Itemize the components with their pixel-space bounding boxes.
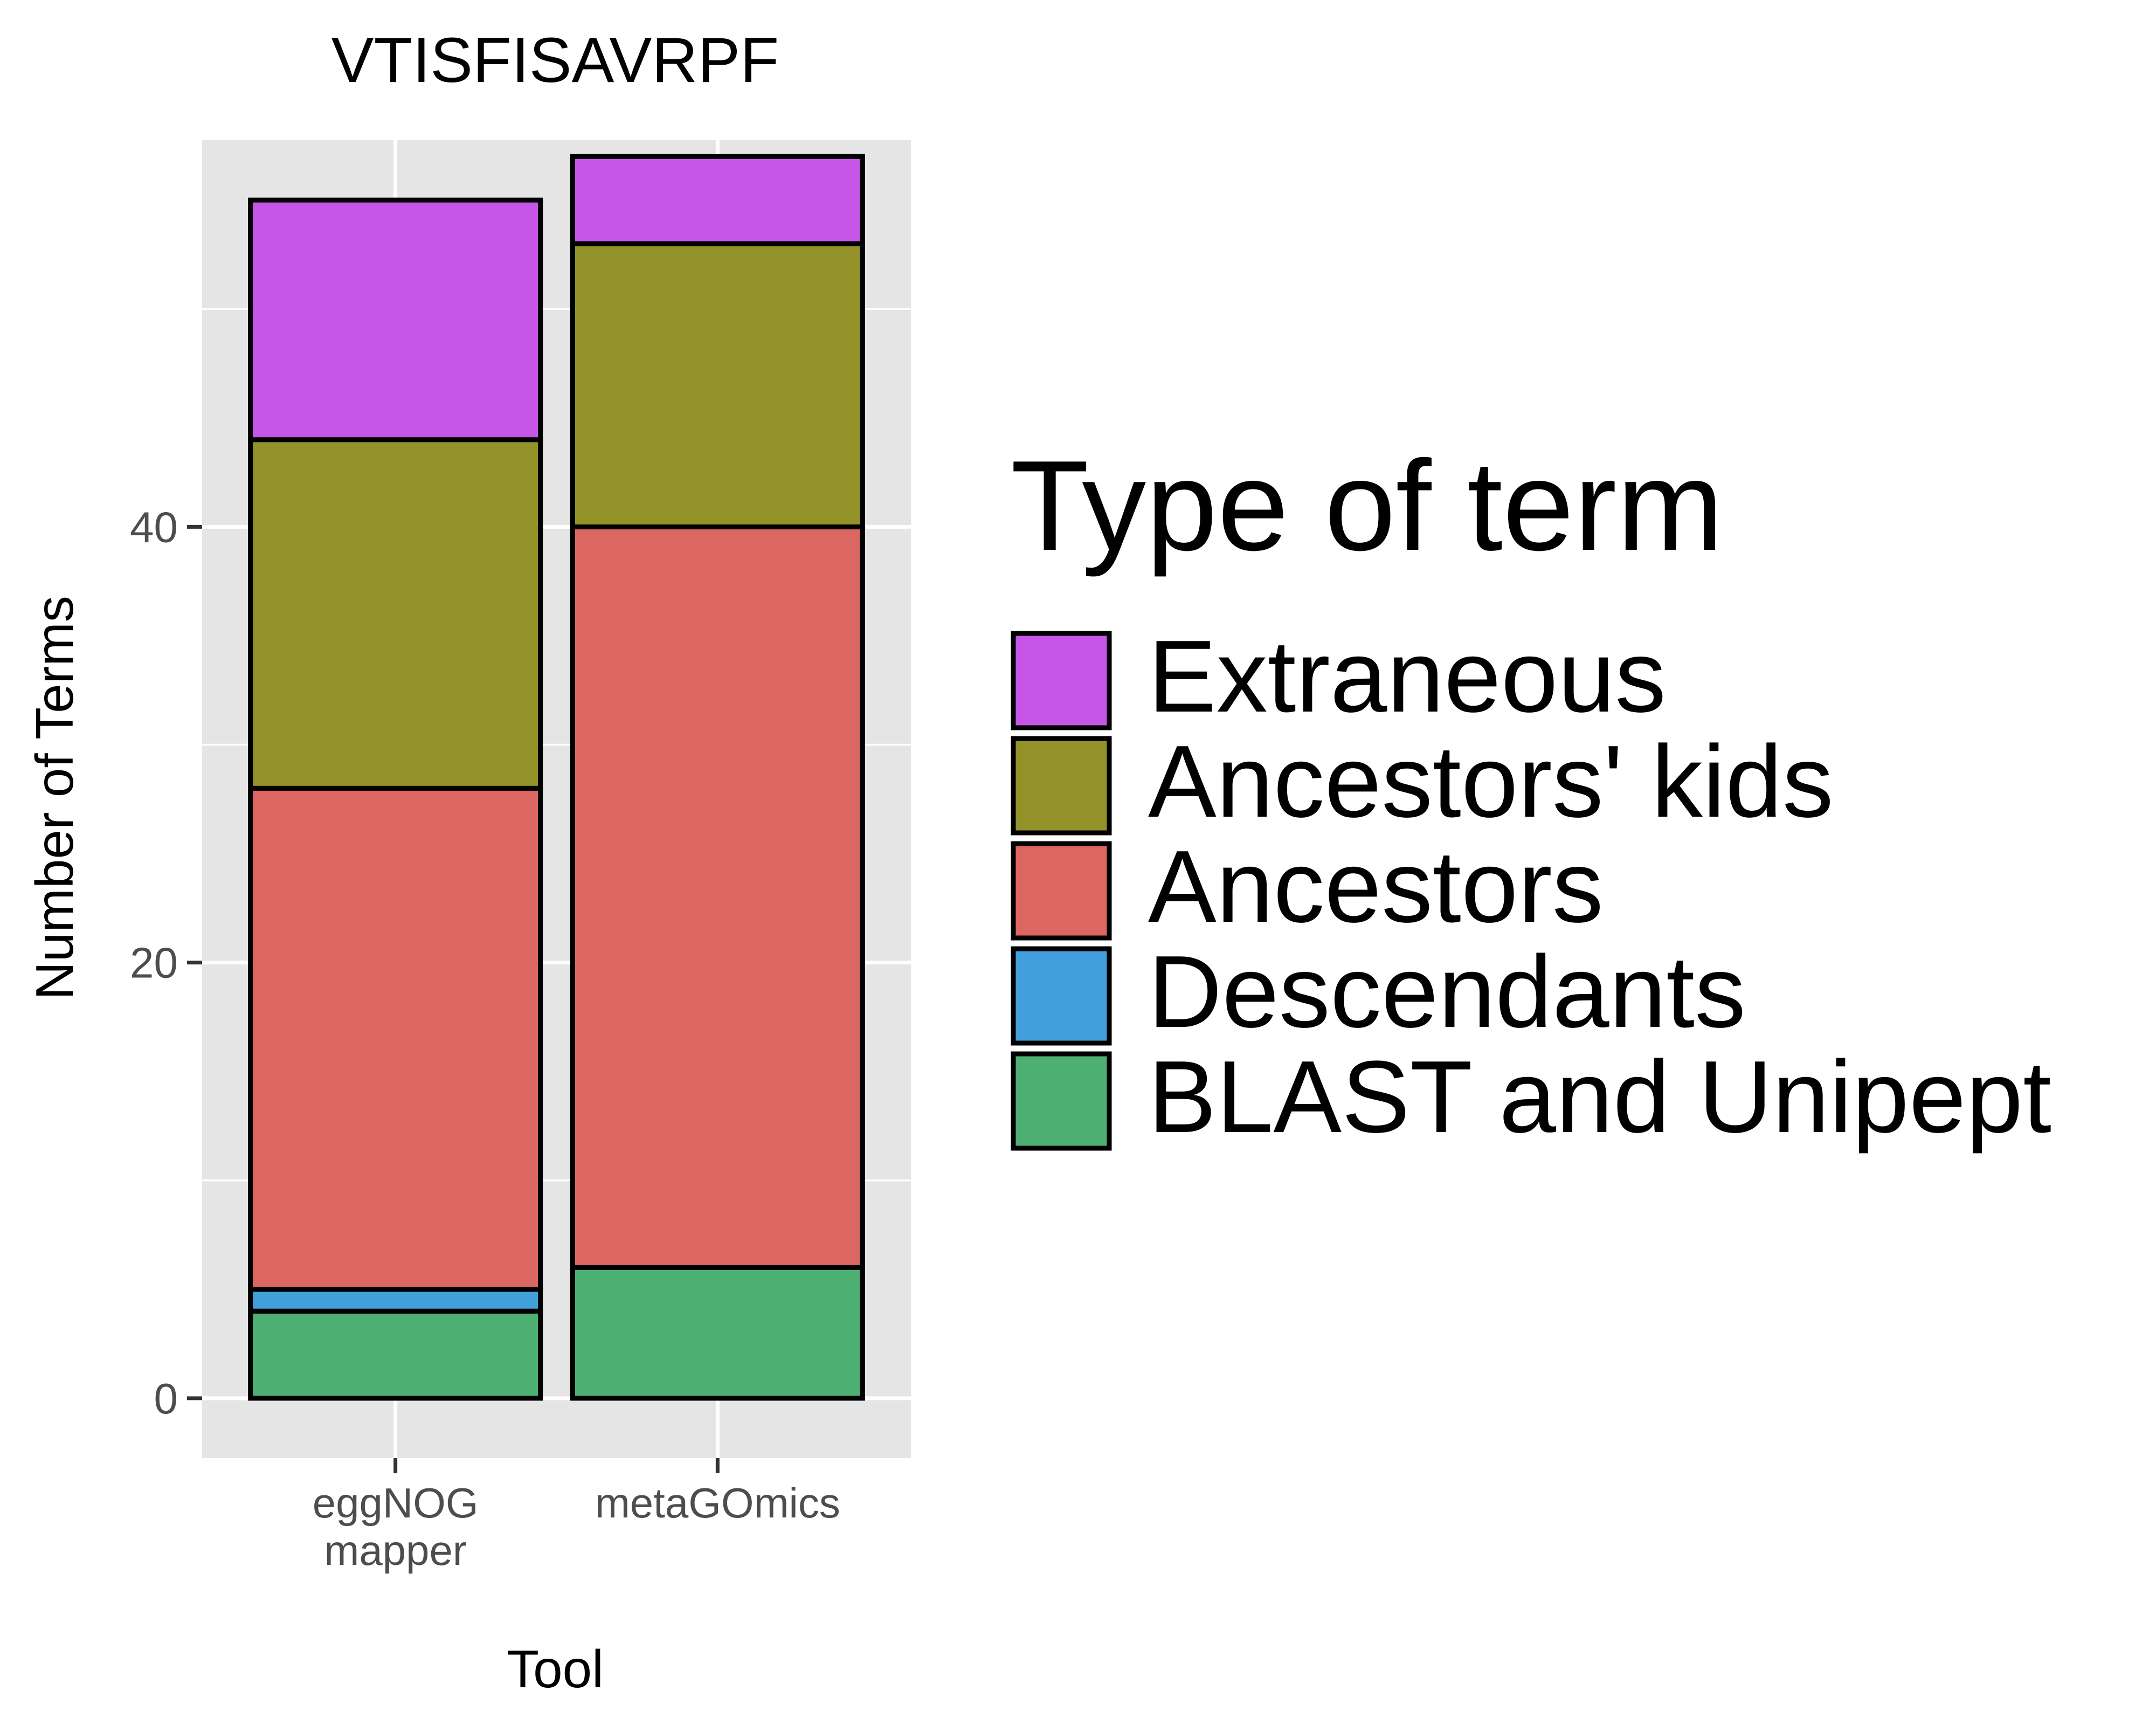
legend-key — [1011, 946, 1112, 1046]
legend-label: Ancestors' kids — [1148, 724, 1834, 839]
legend-key — [1011, 841, 1112, 941]
bar-segment — [570, 1265, 865, 1401]
x-tick-label: mapper — [324, 1527, 466, 1574]
y-tick-label: 20 — [130, 939, 178, 987]
bars — [248, 154, 865, 1401]
chart-title: VTISFISAVRPF — [331, 25, 779, 96]
y-tick-label: 40 — [130, 503, 178, 551]
bar-segment — [248, 1308, 543, 1401]
bar-segment — [570, 154, 865, 246]
bar-segment — [570, 241, 865, 529]
bar-segment — [248, 785, 543, 1292]
legend-title: Type of term — [1011, 434, 1724, 577]
legend-label: BLAST and Unipept — [1148, 1040, 2051, 1154]
legend-key — [1011, 631, 1112, 730]
x-tick-label: eggNOG — [313, 1479, 479, 1527]
y-tick-label: 0 — [154, 1375, 178, 1423]
y-axis: 0 20 40 — [130, 503, 202, 1423]
bar-segment — [248, 1287, 543, 1314]
bar-segment — [248, 437, 543, 791]
x-axis-label: Tool — [507, 1639, 604, 1699]
legend-key — [1011, 1051, 1112, 1151]
legend-key — [1011, 736, 1112, 836]
bar-segment — [570, 524, 865, 1270]
legend-label: Extraneous — [1148, 619, 1666, 734]
bar-segment — [248, 197, 543, 443]
x-tick-label: metaGOmics — [595, 1479, 840, 1527]
legend-label: Ancestors — [1148, 830, 1604, 944]
y-axis-label: Number of Terms — [25, 596, 84, 1000]
legend-label: Descendants — [1148, 935, 1746, 1049]
